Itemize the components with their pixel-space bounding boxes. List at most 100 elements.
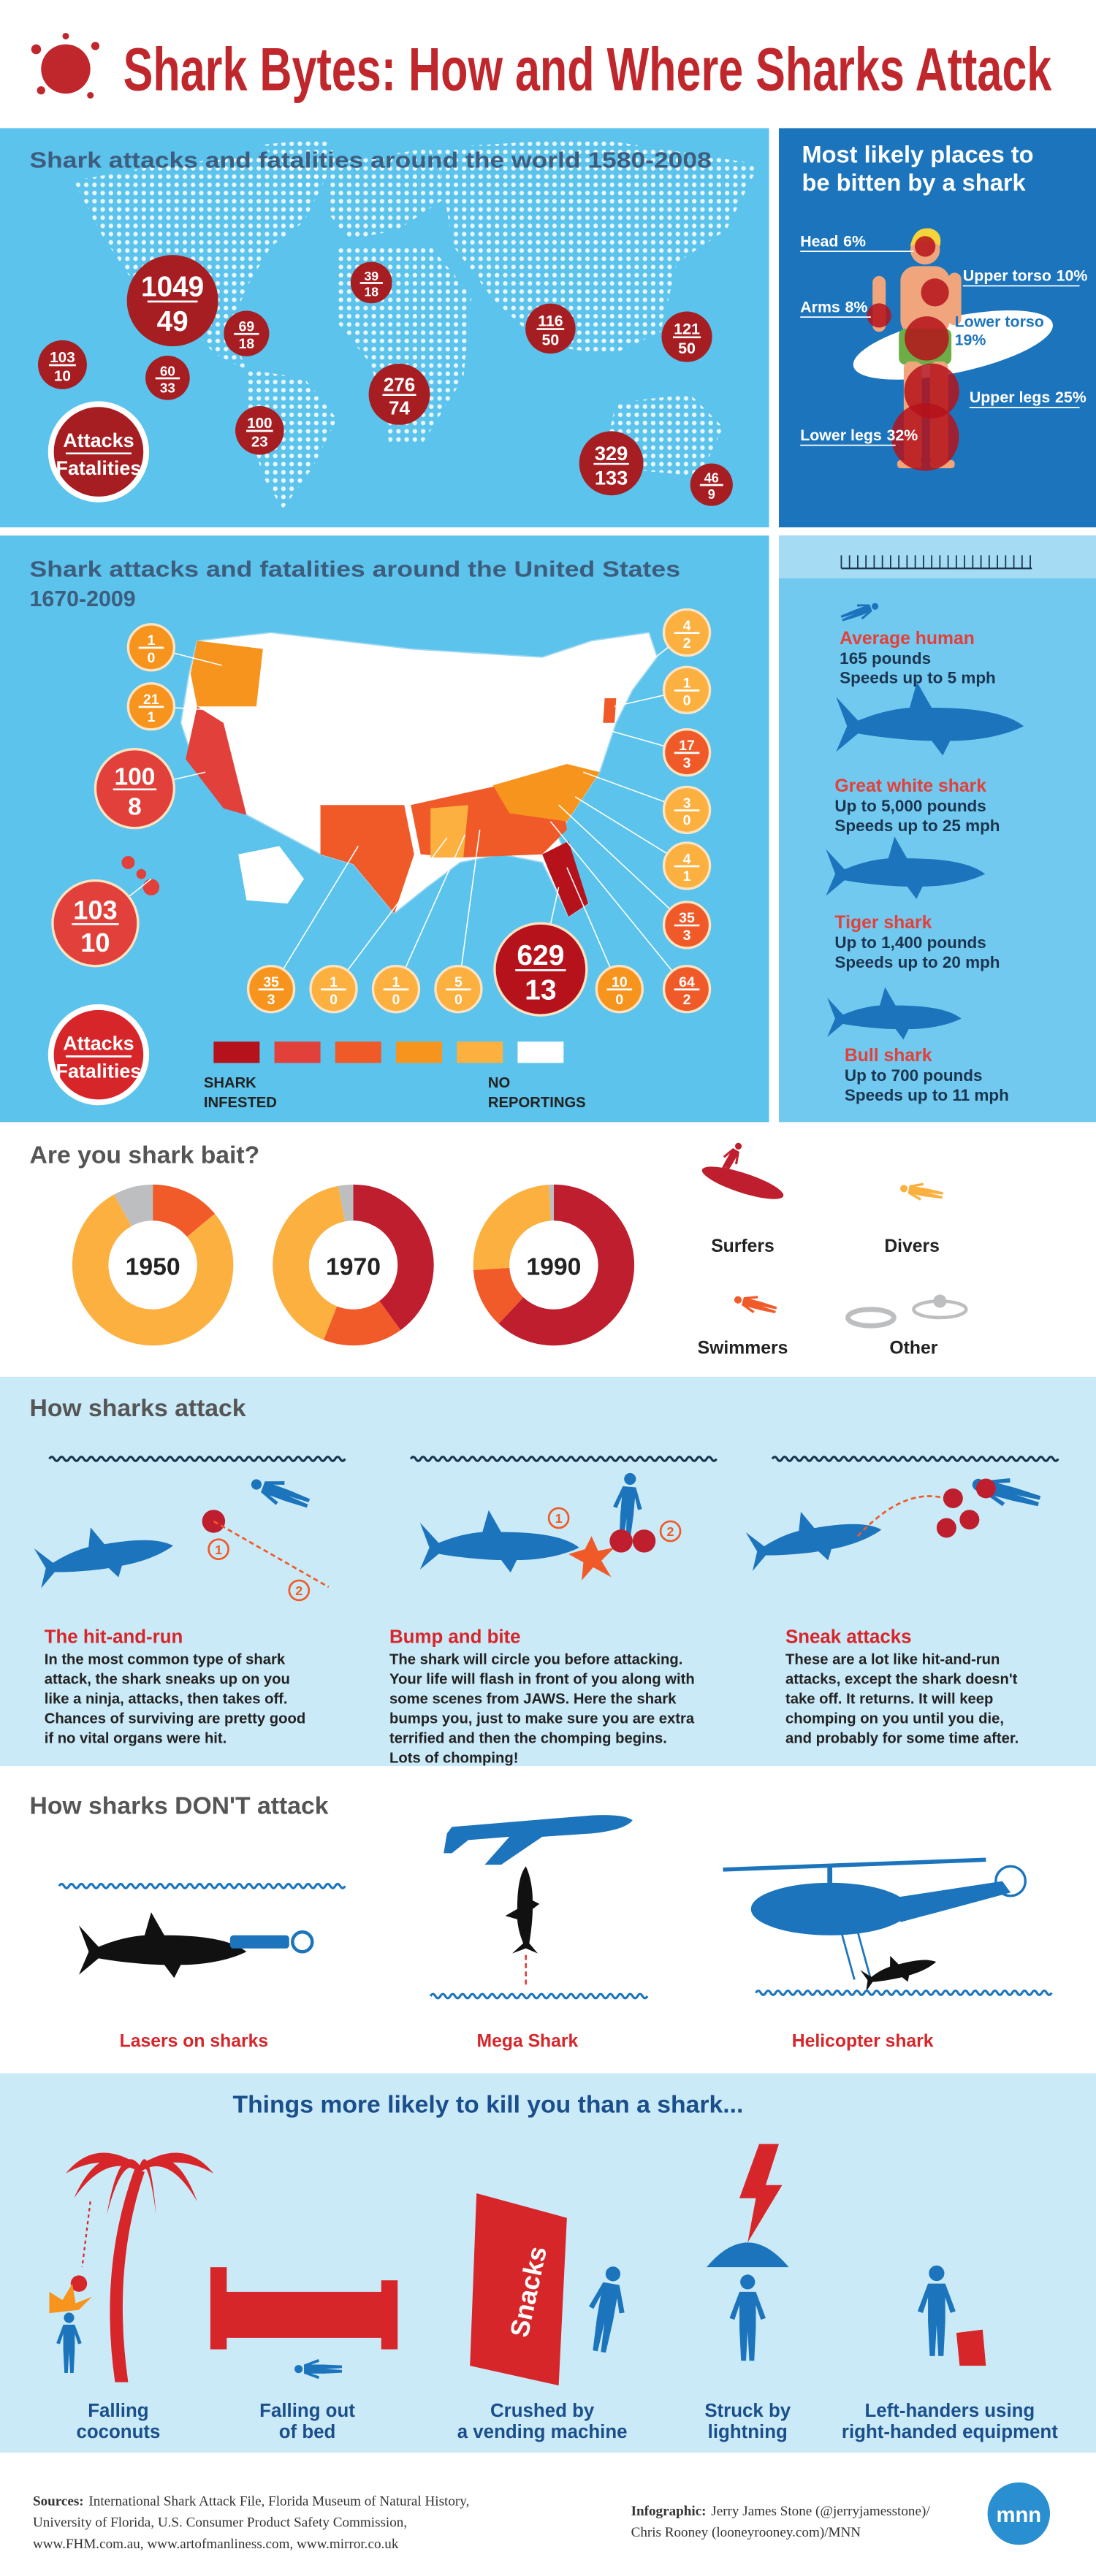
body-title: be bitten by a shark [802, 169, 1026, 196]
sources-line: University of Florida, U.S. Consumer Pro… [33, 2515, 407, 2531]
size-band [778, 535, 1096, 578]
person-body [613, 1486, 642, 1543]
donut-segment [153, 1184, 216, 1237]
person-figure [899, 1182, 943, 1201]
helicopter-tail [895, 1881, 1011, 1922]
palm-frond [74, 2157, 140, 2198]
person-body [56, 2324, 82, 2374]
shark-silhouette [78, 1912, 247, 1979]
bed-head [210, 2267, 227, 2350]
lightning [739, 2144, 783, 2243]
attacks-value: 276 [384, 374, 415, 396]
attack-text: like a ninja, attacks, then takes off. [45, 1692, 288, 1708]
attacks-value: 10 [612, 974, 628, 990]
person-head [251, 1479, 262, 1490]
animal-info: Speeds up to 11 mph [845, 1086, 1009, 1104]
attack-text: take off. It returns. It will keep [785, 1692, 993, 1708]
fatalities-value: 3 [683, 928, 691, 944]
fatalities-value: 0 [147, 650, 155, 666]
fatalities-value: 33 [160, 380, 175, 395]
leader-line [457, 829, 481, 990]
helicopter-body [750, 1882, 909, 1935]
wound [943, 1488, 963, 1508]
attack-text: Chances of surviving are pretty good [45, 1711, 306, 1727]
person-figure [588, 2266, 625, 2353]
bite-circle [914, 236, 936, 257]
part-label: Lower legs 32% [800, 427, 918, 444]
likely-label: Falling [88, 2401, 148, 2421]
legend-fatalities: Fatalities [56, 1060, 141, 1082]
splash [49, 2283, 92, 2314]
attack-text: The shark will circle you before attacki… [389, 1652, 682, 1668]
tail-rotor [994, 1865, 1027, 1897]
person-head [899, 1185, 908, 1193]
water-line [771, 1456, 1059, 1462]
person-figure [294, 2359, 342, 2380]
fatalities-value: 0 [615, 992, 623, 1008]
water-line [58, 1882, 346, 1889]
bed-foot [381, 2280, 398, 2350]
water-line [429, 1992, 649, 2000]
fatalities-value: 0 [683, 693, 691, 709]
step-marker [547, 1507, 570, 1529]
leader-line [549, 821, 688, 990]
person-head [929, 2265, 945, 2282]
vending-machine [470, 2193, 567, 2386]
source: www.FHM.com.au, www.artofmanliness.com, … [33, 2537, 399, 2552]
bait-title: Are you shark bait? [29, 1142, 259, 1169]
attacks-value: 35 [679, 910, 695, 926]
legend-high: NO [488, 1075, 510, 1091]
fatalities-value: 13 [525, 975, 556, 1006]
fatalities-value: 23 [251, 433, 268, 450]
continent [74, 156, 329, 370]
legend-swatch [457, 1042, 503, 1063]
attack-type: Sneak attacks [785, 1627, 911, 1647]
part-name: Head [800, 232, 838, 250]
bite-circle [891, 403, 959, 471]
logo-text: mnn [996, 2504, 1041, 2527]
attacks-value: 5 [454, 974, 463, 990]
fatalities-value: 49 [157, 306, 189, 337]
legend-fatalities: Fatalities [56, 457, 141, 479]
person-head [734, 1142, 742, 1150]
credit: Chris Rooney (looneyrooney.com)/MNN [631, 2525, 861, 2540]
part-value: 10% [1057, 267, 1088, 285]
step-marker [208, 1538, 229, 1561]
legend-low: SHARK [204, 1075, 256, 1091]
water-line [755, 1990, 1053, 1996]
splat-drop [87, 91, 94, 99]
attack-text: and probably for some time after. [785, 1731, 1019, 1747]
attacks-value: 39 [364, 269, 378, 283]
likely-label: Falling out [259, 2401, 355, 2421]
state-shape [190, 641, 263, 707]
attacks-value: 1049 [141, 271, 204, 302]
person-body [917, 2283, 956, 2356]
legend-high: REPORTINGS [488, 1095, 586, 1111]
attacks-value: 4 [683, 851, 691, 867]
legend-low: INFESTED [204, 1095, 277, 1111]
donut-segment [353, 1184, 434, 1331]
attack-panel [0, 1376, 1096, 1767]
attacks-value: 1 [147, 632, 155, 649]
person-head [740, 2274, 756, 2290]
shark-silhouette [34, 1527, 173, 1589]
continent [262, 137, 339, 191]
shark-silhouette [827, 987, 962, 1040]
chainsaw [956, 2329, 986, 2366]
step-number: 1 [555, 1511, 563, 1526]
state-shape [603, 697, 617, 723]
water-line [48, 1456, 346, 1462]
palm-frond [65, 2152, 140, 2174]
animal-info: Speeds up to 5 mph [840, 669, 996, 687]
dont-title: How sharks DON'T attack [29, 1792, 328, 1819]
fatalities-value: 3 [683, 755, 691, 771]
laser [229, 1935, 289, 1949]
animal-name: Bull shark [845, 1046, 932, 1066]
fatalities-value: 74 [389, 397, 410, 419]
splat-drop [91, 42, 100, 50]
shark-silhouette [745, 1511, 882, 1571]
person-figure [729, 2274, 766, 2361]
attack-path [213, 1520, 330, 1589]
attack-title: How sharks attack [29, 1394, 246, 1422]
